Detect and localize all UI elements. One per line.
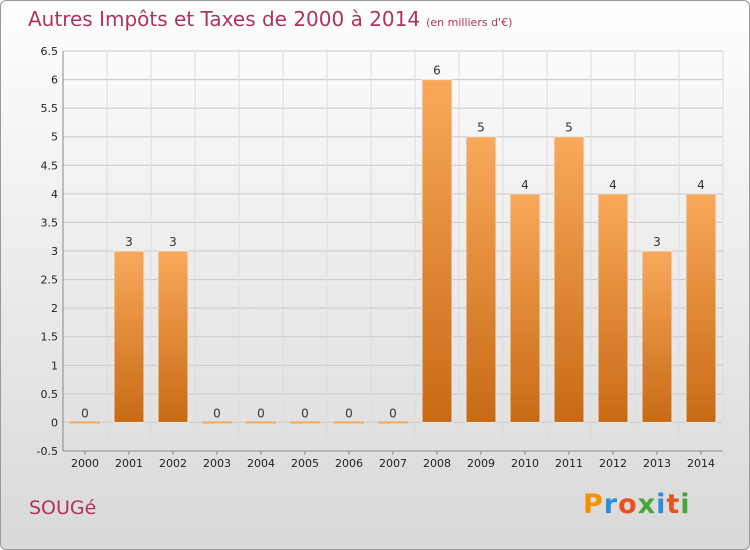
x-tick-label-2000: 2000 [71,457,99,470]
x-tick-label-2004: 2004 [247,457,275,470]
y-tick-label: 3.5 [41,216,59,229]
y-tick-label: 6 [51,74,58,87]
x-tick-label-2013: 2013 [643,457,671,470]
x-tick-label-2003: 2003 [203,457,231,470]
data-label-2004: 0 [257,406,265,420]
data-label-2005: 0 [301,406,309,420]
data-label-2008: 6 [433,64,441,78]
y-tick-label: 2.5 [41,274,59,287]
y-tick-label: 1 [51,359,58,372]
axes: -0.5 0 0.5 1 1.5 2 2.5 3 3.5 4 4.5 5 5.5 6 6.5 2000 2001… [37,45,723,470]
data-label-2007: 0 [389,406,397,420]
data-label-2000: 0 [81,406,89,420]
y-tick-label: 1.5 [41,331,59,344]
y-tick-label: -0.5 [37,445,58,458]
x-tick-label-2007: 2007 [379,457,407,470]
data-label-2010: 4 [521,178,529,192]
bar-2008 [421,79,453,423]
y-tick-label: 2 [51,302,58,315]
y-tick-label: 5.5 [41,102,59,115]
chart-subtitle: (en milliers d'€) [426,16,513,29]
logo-letter: t [666,489,681,520]
logo-letter: x [637,489,657,520]
logo-letter: P [583,489,604,520]
y-tick-label: 4.5 [41,159,59,172]
data-label-2001: 3 [125,235,133,249]
x-tick-label-2010: 2010 [511,457,539,470]
data-label-2002: 3 [169,235,177,249]
bar-2002 [157,250,189,423]
bar-2000 [70,421,100,424]
x-tick-label-2005: 2005 [291,457,319,470]
data-label-2014: 4 [697,178,705,192]
data-label-2006: 0 [345,406,353,420]
bar-2013 [641,250,673,423]
bar-2014 [685,193,717,423]
x-tick-label-2002: 2002 [159,457,187,470]
x-tick-label-2009: 2009 [467,457,495,470]
y-tick-label: 0.5 [41,388,59,401]
data-label-2013: 3 [653,235,661,249]
bars [70,79,717,424]
data-label-2009: 5 [477,121,485,135]
bar-2010 [509,193,541,423]
bar-2009 [465,136,497,423]
bar-2003 [202,421,232,424]
chart-title: Autres Impôts et Taxes de 2000 à 2014 (en… [28,7,512,31]
bar-2007 [378,421,408,424]
y-tick-label: 4 [51,188,58,201]
logo-letter: i [656,489,667,520]
logo-letter: o [618,489,638,520]
x-tick-label-2008: 2008 [423,457,451,470]
bar-2001 [113,250,145,423]
chart-title-text: Autres Impôts et Taxes de 2000 à 2014 [28,7,421,31]
data-label-2011: 5 [565,121,573,135]
proxiti-logo[interactable]: Proxiti [583,489,691,520]
x-tick-label-2011: 2011 [555,457,583,470]
data-labels: 0 3 3 0 0 0 0 0 6 5 4 5 4 3 4 [81,64,705,421]
bar-2005 [290,421,320,424]
bar-2012 [597,193,629,423]
x-tick-label-2012: 2012 [599,457,627,470]
x-tick-label-2006: 2006 [335,457,363,470]
y-tick-label: 0 [51,416,58,429]
data-label-2012: 4 [609,178,617,192]
bar-2006 [334,421,364,424]
y-tick-label: 5 [51,131,58,144]
bar-2011 [553,136,585,423]
commune-name: SOUGé [29,497,97,519]
x-tick-label-2001: 2001 [115,457,143,470]
bar-2004 [246,421,276,424]
logo-letter: i [680,489,691,520]
y-tick-label: 3 [51,245,58,258]
y-tick-label: 6.5 [41,45,59,58]
logo-letter: r [603,489,619,520]
x-tick-label-2014: 2014 [687,457,715,470]
data-label-2003: 0 [213,406,221,420]
